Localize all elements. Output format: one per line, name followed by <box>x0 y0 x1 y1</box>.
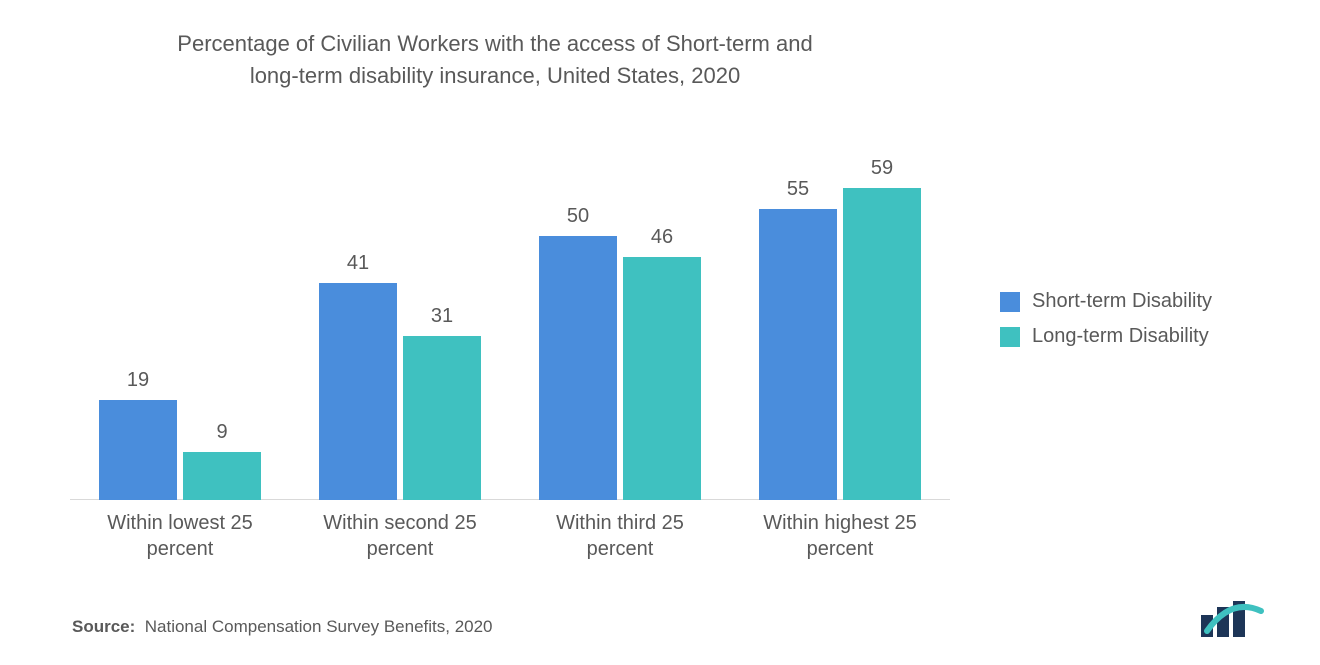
bar-value-label: 55 <box>759 178 837 201</box>
bar-value-label: 50 <box>539 205 617 228</box>
category-label: Within lowest 25percent <box>70 510 290 562</box>
bar-group: 55 59 <box>730 130 950 500</box>
short-term-bar <box>319 283 397 500</box>
title-line-2: long-term disability insurance, United S… <box>250 63 740 88</box>
legend-item: Short-term Disability <box>1000 290 1212 313</box>
bar-value-label: 46 <box>623 226 701 249</box>
category-label: Within third 25percent <box>510 510 730 562</box>
chart-title: Percentage of Civilian Workers with the … <box>70 28 920 92</box>
source-prefix: Source: <box>72 617 135 636</box>
legend-swatch <box>1000 327 1020 347</box>
source-text: National Compensation Survey Benefits, 2… <box>145 617 493 636</box>
short-term-bar <box>539 236 617 500</box>
category-label: Within second 25percent <box>290 510 510 562</box>
bar-group: 50 46 <box>510 130 730 500</box>
legend-swatch <box>1000 292 1020 312</box>
short-term-bar <box>759 209 837 500</box>
bar-value-label: 31 <box>403 305 481 328</box>
category-label: Within highest 25percent <box>730 510 950 562</box>
bar-value-label: 9 <box>183 421 261 444</box>
legend-label: Short-term Disability <box>1032 290 1212 313</box>
long-term-bar <box>623 257 701 500</box>
long-term-bar <box>183 452 261 500</box>
chart-plot-area: 19 9 41 31 50 46 55 59 <box>70 130 950 500</box>
brand-logo-icon <box>1201 601 1265 637</box>
legend-item: Long-term Disability <box>1000 325 1212 348</box>
legend-label: Long-term Disability <box>1032 325 1209 348</box>
bar-value-label: 19 <box>99 369 177 392</box>
source-citation: Source: National Compensation Survey Ben… <box>72 617 493 637</box>
title-line-1: Percentage of Civilian Workers with the … <box>177 31 812 56</box>
bar-group: 41 31 <box>290 130 510 500</box>
bar-value-label: 41 <box>319 252 397 275</box>
short-term-bar <box>99 400 177 500</box>
long-term-bar <box>403 336 481 500</box>
bar-value-label: 59 <box>843 157 921 180</box>
bar-group: 19 9 <box>70 130 290 500</box>
long-term-bar <box>843 188 921 500</box>
legend: Short-term Disability Long-term Disabilit… <box>1000 290 1212 360</box>
